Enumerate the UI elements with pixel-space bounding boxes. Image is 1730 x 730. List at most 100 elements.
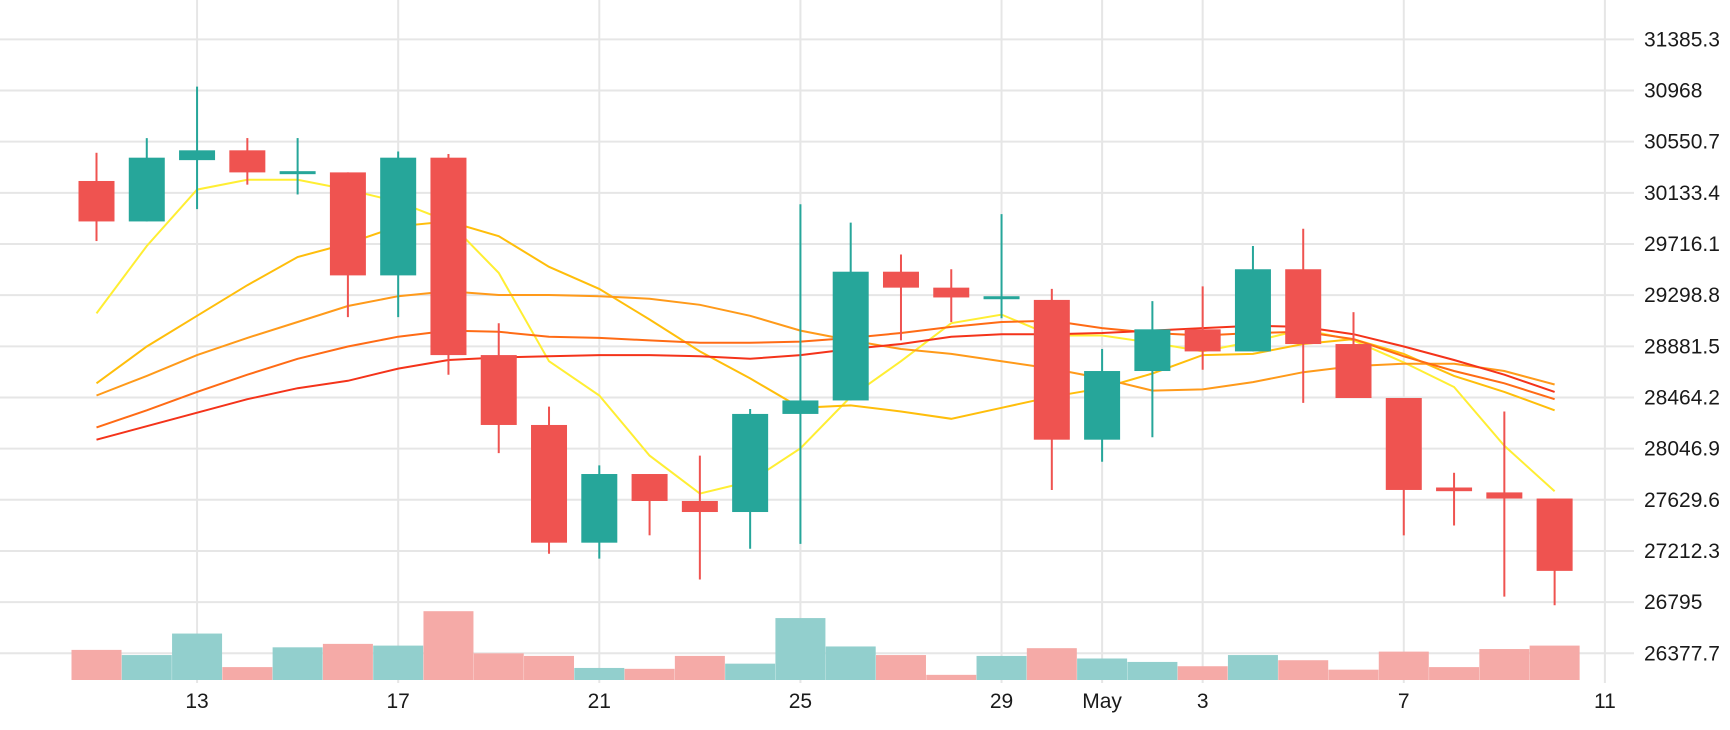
x-tick-label: 11 (1594, 690, 1616, 713)
candle-body (1134, 329, 1171, 372)
volume-bar (926, 674, 977, 680)
volume-bar (222, 667, 273, 680)
candle (229, 138, 266, 185)
candle (430, 154, 467, 375)
volume-bar (1529, 645, 1580, 680)
y-tick-label: 29298.8 (1644, 284, 1720, 307)
candle-body (1385, 397, 1422, 490)
volume-bar (1077, 658, 1128, 680)
ma-line-3 (96, 290, 1555, 397)
volume-bar (71, 649, 122, 680)
candle (480, 323, 517, 454)
volume-bar (524, 655, 575, 680)
x-tick-label: 29 (990, 690, 1013, 713)
volume-bar (121, 655, 172, 680)
y-tick-label: 28046.9 (1644, 438, 1720, 461)
candle-body (128, 157, 165, 222)
volume-bar (1177, 666, 1228, 680)
candle (1536, 498, 1573, 606)
volume-bar (172, 633, 223, 680)
candle-body (631, 474, 668, 501)
candle-body (179, 150, 216, 161)
volume-bar (976, 655, 1027, 680)
candle-body (1486, 492, 1523, 499)
y-tick-label: 26795 (1644, 591, 1702, 614)
candle-body (480, 355, 517, 425)
y-tick-label: 27212.3 (1644, 540, 1720, 563)
y-tick-label: 26377.7 (1644, 642, 1720, 665)
candle-body (1335, 344, 1372, 398)
candles (78, 86, 1573, 606)
volume-bar (1127, 661, 1178, 680)
candle (179, 86, 216, 210)
volume-bar (1378, 651, 1429, 680)
candle (933, 269, 970, 322)
candle (329, 172, 366, 318)
y-tick-label: 28881.5 (1644, 335, 1720, 358)
candle-body (581, 474, 618, 543)
candle-body (1536, 498, 1573, 571)
volume-bar (875, 655, 926, 680)
x-tick-label: 13 (185, 690, 208, 713)
y-axis: 26377.7 26795 27212.3 27629.6 28046.9 28464.2… (1644, 28, 1720, 665)
volume-bar (1227, 655, 1278, 680)
candle-body (983, 296, 1020, 300)
candle (1285, 228, 1322, 403)
x-tick-label: May (1082, 690, 1122, 713)
volume-bar (373, 645, 424, 680)
candle (1084, 348, 1121, 462)
y-tick-label: 30550.7 (1644, 131, 1720, 154)
candle-body (832, 271, 869, 401)
volume-bar (1479, 649, 1530, 680)
volume-bar (473, 653, 524, 680)
volume-bar (725, 663, 776, 680)
candle (681, 455, 718, 580)
candle-body (279, 171, 316, 175)
candle (631, 474, 668, 536)
x-tick-label: 25 (789, 690, 812, 713)
candle (983, 214, 1020, 319)
candle (1486, 411, 1523, 597)
x-axis: 13 17 21 25 29 May 3 7 11 (185, 690, 1615, 713)
x-tick-label: 21 (588, 690, 611, 713)
candle-body (1184, 329, 1221, 352)
x-tick-label: 17 (387, 690, 410, 713)
candle (1234, 245, 1271, 352)
candle (128, 138, 165, 222)
candle (832, 222, 869, 401)
grid-lines (0, 0, 1634, 683)
candle-body (531, 424, 568, 543)
candle (581, 465, 618, 559)
candle-body (1033, 299, 1070, 440)
y-tick-label: 30133.4 (1644, 182, 1720, 205)
candle-body (380, 157, 417, 276)
candle-body (1084, 371, 1121, 440)
volume-bar (423, 611, 474, 680)
volume-bar (825, 646, 876, 680)
candle-body (1285, 269, 1322, 345)
candle-body (782, 400, 819, 414)
candle-body (882, 271, 919, 288)
candle (78, 152, 115, 242)
x-tick-label: 7 (1398, 690, 1410, 713)
volume-bar (1328, 669, 1379, 680)
volume-bar (674, 655, 725, 680)
y-tick-label: 28464.2 (1644, 386, 1720, 409)
candle (882, 254, 919, 341)
candle (1033, 288, 1070, 490)
candle (782, 204, 819, 544)
volume-bar (1278, 660, 1329, 680)
y-tick-label: 27629.6 (1644, 489, 1720, 512)
candle-body (732, 413, 769, 513)
candle-body (229, 150, 266, 173)
y-tick-label: 31385.3 (1644, 28, 1720, 51)
candle (279, 138, 316, 195)
volume-bars (71, 611, 1580, 680)
volume-bar (775, 618, 826, 680)
candle (1385, 397, 1422, 536)
candle-body (430, 157, 467, 356)
candle-body (933, 287, 970, 298)
candle (1436, 472, 1473, 526)
candle-body (329, 172, 366, 276)
